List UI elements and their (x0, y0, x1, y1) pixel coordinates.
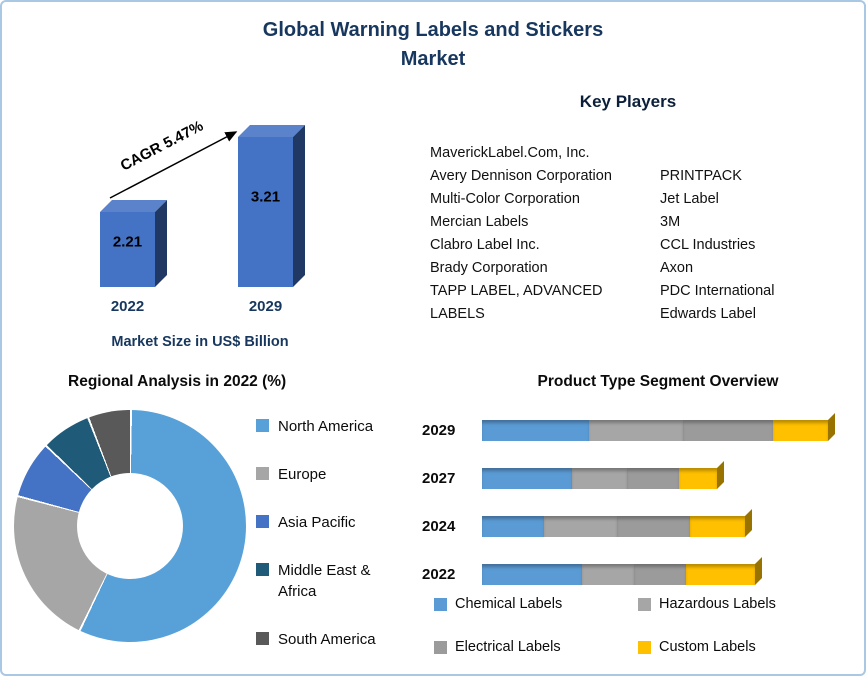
key-player-item: Edwards Label (660, 306, 756, 322)
segment-electrical-labels (634, 563, 687, 585)
segment-hazardous-labels (544, 515, 617, 537)
key-player-item: Brady Corporation (430, 260, 548, 276)
legend-swatch (638, 640, 651, 654)
key-player-item: TAPP LABEL, ADVANCED LABELS (430, 283, 603, 322)
page-title: Global Warning Labels and Stickers Marke… (262, 19, 604, 70)
key-player-item: Avery Dennison Corporation (430, 168, 612, 184)
legend-label: Europe (278, 466, 327, 483)
segment-chemical-labels (482, 563, 583, 585)
bar-end-cap (755, 556, 763, 585)
bar-end-cap (744, 508, 752, 537)
segment-chemical-labels (482, 467, 572, 489)
product-type-legend: Chemical Labels Hazardous Labels Electrica… (434, 596, 834, 655)
market-size-caption: Market Size in US$ Billion (111, 334, 289, 350)
bar-front-face: 2.21 (100, 212, 155, 287)
bar-front-face: 3.21 (238, 137, 293, 287)
legend-swatch (638, 597, 651, 611)
bar-side-face (293, 125, 305, 287)
regional-legend: North America Europe Asia Pacific Middle Ea… (256, 416, 398, 674)
key-player-item: Axon (660, 260, 694, 276)
segment-hazardous-labels (589, 419, 683, 441)
legend-label: Chemical Labels (455, 596, 563, 612)
regional-legend-item: South America (256, 629, 398, 650)
key-players-heading: Key Players (579, 92, 677, 111)
product-legend-item: Hazardous Labels (638, 596, 834, 612)
regional-legend-item: Asia Pacific (256, 512, 398, 533)
key-player-item: Clabro Label Inc. (430, 237, 540, 253)
stacked-bar (482, 508, 858, 537)
segment-custom-labels (772, 419, 828, 441)
stacked-row-label: 2027 (422, 469, 456, 487)
stacked-row-label: 2024 (422, 517, 456, 535)
legend-swatch (256, 467, 269, 480)
product-legend-item: Custom Labels (638, 639, 834, 655)
legend-swatch (256, 563, 269, 576)
regional-heading: Regional Analysis in 2022 (%) (68, 373, 287, 390)
legend-swatch (434, 597, 447, 611)
bar-side-face (155, 200, 167, 287)
bar-value-label: 2.21 (112, 233, 143, 251)
product-legend-item: Electrical Labels (434, 639, 630, 655)
segment-chemical-labels (482, 515, 545, 537)
legend-label: South America (278, 631, 376, 648)
bar-end-cap (717, 460, 725, 489)
market-size-bars: 2.21 2022 3.21 2029 (90, 102, 345, 315)
regional-legend-item: Middle East & Africa (256, 560, 398, 602)
legend-label: Hazardous Labels (659, 596, 776, 612)
stacked-bar (482, 460, 858, 489)
product-type-heading: Product Type Segment Overview (537, 373, 779, 390)
market-bar-2022: 2.21 2022 (100, 200, 167, 315)
stacked-row-label: 2029 (422, 421, 456, 439)
legend-swatch (256, 632, 269, 645)
product-type-rows: 2029 2027 2024 2022 (422, 406, 858, 598)
segment-electrical-labels (682, 419, 773, 441)
segment-custom-labels (686, 563, 756, 585)
segment-electrical-labels (627, 467, 680, 489)
legend-label: Custom Labels (659, 639, 756, 655)
product-legend-item: Chemical Labels (434, 596, 630, 612)
key-player-item: PDC International (660, 283, 775, 299)
legend-swatch (434, 640, 447, 654)
stacked-bar (482, 556, 858, 585)
segment-hazardous-labels (582, 563, 635, 585)
market-size-plot: 2.21 2022 3.21 2029 CAGR 5.47% (90, 102, 345, 315)
legend-swatch (256, 515, 269, 528)
stacked-row-2024: 2024 (422, 502, 858, 550)
bar-value-label: 3.21 (250, 188, 281, 206)
key-player-item: 3M (660, 214, 681, 230)
segment-hazardous-labels (571, 467, 628, 489)
regional-legend-item: North America (256, 416, 398, 437)
stacked-row-2029: 2029 (422, 406, 858, 454)
legend-swatch (256, 419, 269, 432)
segment-custom-labels (689, 515, 745, 537)
key-player-item: Multi-Color Corporation (430, 191, 580, 207)
stacked-row-label: 2022 (422, 565, 456, 583)
key-players-column-2: PRINTPACK Jet Label 3M CCL Industries Axon PD… (660, 142, 825, 326)
segment-chemical-labels (482, 419, 590, 441)
stacked-bar (482, 412, 858, 441)
key-player-item: MaverickLabel.Com, Inc. (430, 145, 590, 161)
stacked-row-2022: 2022 (422, 550, 858, 598)
x-axis-label: 2022 (110, 298, 145, 315)
segment-electrical-labels (616, 515, 690, 537)
key-players-column-1: MaverickLabel.Com, Inc. Avery Dennison Co… (430, 142, 612, 326)
regional-donut-chart (14, 410, 246, 642)
key-player-item: PRINTPACK (660, 168, 742, 184)
regional-legend-item: Europe (256, 464, 398, 485)
key-player-item: Mercian Labels (430, 214, 529, 230)
legend-label: Asia Pacific (278, 514, 356, 531)
stacked-row-2027: 2027 (422, 454, 858, 502)
bar-end-cap (827, 412, 835, 441)
key-players-section: Key Players MaverickLabel.Com, Inc. Avery… (422, 92, 834, 326)
market-bar-2029: 3.21 2029 (238, 125, 305, 315)
legend-label: North America (278, 418, 374, 435)
x-axis-label: 2029 (248, 298, 283, 315)
key-player-item: Jet Label (660, 191, 719, 207)
legend-label: Electrical Labels (455, 639, 561, 655)
segment-custom-labels (679, 467, 718, 489)
legend-label: Middle East & Africa (278, 562, 371, 600)
key-player-item: CCL Industries (660, 237, 756, 253)
key-players-columns: MaverickLabel.Com, Inc. Avery Dennison Co… (422, 142, 834, 326)
